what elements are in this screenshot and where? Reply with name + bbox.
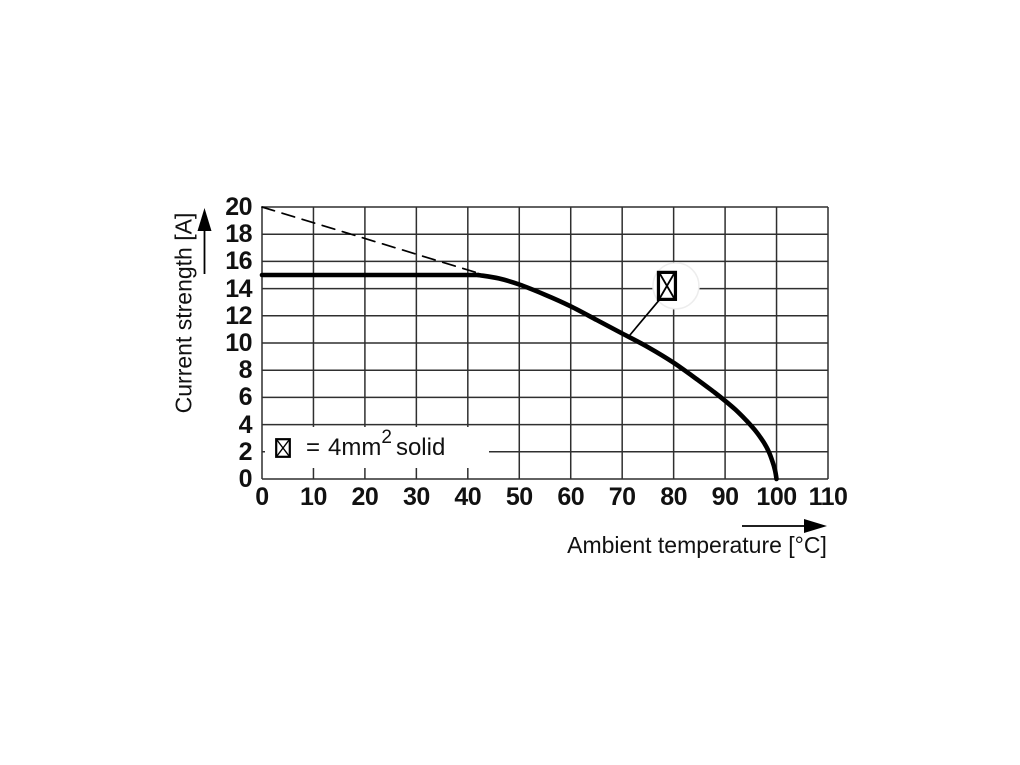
x-axis-tick-label: 70 bbox=[608, 483, 636, 511]
legend: = 4mm 2 solid bbox=[265, 427, 489, 468]
x-axis-tick-label: 20 bbox=[351, 483, 379, 511]
y-axis-tick-label: 0 bbox=[238, 465, 253, 493]
x-axis-tick-label: 80 bbox=[660, 483, 688, 511]
crossed-box-icon bbox=[275, 437, 291, 458]
x-axis-title: Ambient temperature [°C] bbox=[567, 532, 827, 558]
x-axis-tick-label: 40 bbox=[454, 483, 482, 511]
y-axis-tick-label: 14 bbox=[225, 274, 252, 303]
marker-leader-line bbox=[627, 298, 661, 338]
x-axis-tick-label: 10 bbox=[300, 483, 327, 511]
solid-curve-4mm2-solid-derating-region bbox=[475, 272, 779, 482]
legend-conductor-type: solid bbox=[395, 433, 446, 461]
y-axis-tick-label: 4 bbox=[238, 410, 253, 439]
arrow-up-icon-head bbox=[197, 208, 212, 231]
crossed-box-marker-x bbox=[659, 273, 675, 299]
arrow-right-icon-head bbox=[804, 519, 827, 533]
y-axis-tick-label: 20 bbox=[225, 193, 252, 221]
y-axis-tick-label: 16 bbox=[225, 247, 252, 276]
y-axis-tick-label: 12 bbox=[225, 301, 252, 330]
x-axis-tick-label: 110 bbox=[808, 483, 848, 511]
y-axis-tick-label: 2 bbox=[238, 437, 253, 466]
x-axis-tick-label: 50 bbox=[505, 483, 533, 511]
legend-wire-size: 4mm bbox=[328, 433, 382, 461]
y-axis-tick-label: 10 bbox=[225, 329, 252, 357]
legend-superscript: 2 bbox=[381, 426, 392, 448]
x-axis-tick-label: 90 bbox=[711, 483, 739, 511]
y-axis-tick-label: 18 bbox=[225, 220, 252, 249]
x-axis-tick-label: 60 bbox=[557, 483, 585, 511]
legend-equals: = bbox=[306, 433, 321, 461]
x-axis-tick-label: 30 bbox=[402, 483, 430, 511]
y-axis-tick-label: 8 bbox=[238, 356, 253, 385]
x-axis-tick-label: 0 bbox=[255, 483, 269, 511]
y-axis-tick-label: 6 bbox=[238, 383, 253, 412]
x-axis-tick-label: 100 bbox=[756, 483, 797, 511]
dashed-curve-20A-nominal-extension bbox=[261, 206, 492, 278]
